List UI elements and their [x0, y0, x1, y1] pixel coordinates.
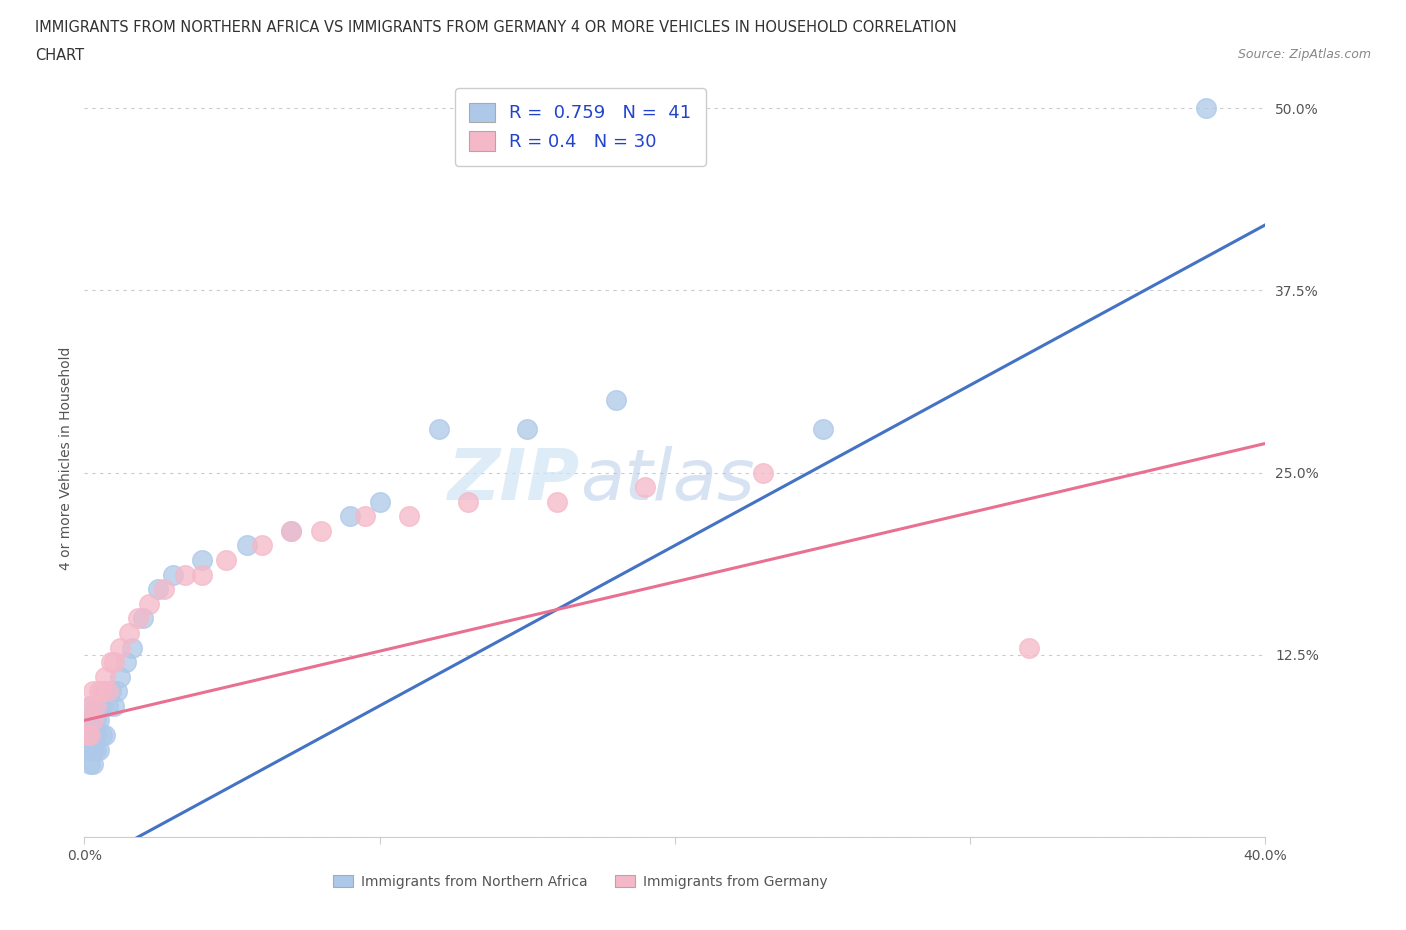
Point — [516, 421, 538, 436]
Point — [1018, 640, 1040, 655]
Point — [87, 742, 111, 757]
Point — [79, 742, 101, 757]
Point — [132, 611, 155, 626]
Point — [191, 552, 214, 567]
Point — [309, 524, 332, 538]
Point — [84, 742, 107, 757]
Point — [103, 698, 125, 713]
Point — [427, 421, 450, 436]
Point — [91, 684, 114, 698]
Point — [76, 727, 98, 742]
Point — [108, 670, 131, 684]
Point — [76, 713, 98, 728]
Point — [162, 567, 184, 582]
Text: Source: ZipAtlas.com: Source: ZipAtlas.com — [1237, 48, 1371, 61]
Point — [82, 742, 104, 757]
Point — [100, 684, 122, 698]
Point — [84, 727, 107, 742]
Point — [173, 567, 195, 582]
Point — [354, 509, 377, 524]
Point — [546, 495, 568, 510]
Point — [153, 582, 176, 597]
Point — [811, 421, 834, 436]
Point — [79, 727, 101, 742]
Point — [339, 509, 361, 524]
Point — [121, 640, 143, 655]
Point — [368, 495, 391, 510]
Point — [79, 698, 101, 713]
Text: atlas: atlas — [581, 446, 755, 515]
Point — [94, 727, 117, 742]
Point — [280, 524, 302, 538]
Point — [79, 727, 101, 742]
Point — [457, 495, 479, 510]
Point — [84, 713, 107, 728]
Point — [91, 698, 114, 713]
Point — [148, 582, 170, 597]
Point — [82, 684, 104, 698]
Point — [87, 713, 111, 728]
Point — [398, 509, 420, 524]
Point — [191, 567, 214, 582]
Point — [94, 684, 117, 698]
Point — [97, 684, 120, 698]
Point — [82, 727, 104, 742]
Point — [1195, 100, 1218, 115]
Point — [138, 596, 160, 611]
Point — [87, 684, 111, 698]
Point — [127, 611, 149, 626]
Point — [82, 713, 104, 728]
Point — [82, 713, 104, 728]
Y-axis label: 4 or more Vehicles in Household: 4 or more Vehicles in Household — [59, 346, 73, 570]
Point — [79, 698, 101, 713]
Point — [250, 538, 273, 553]
Point — [84, 698, 107, 713]
Point — [91, 727, 114, 742]
Point — [118, 626, 141, 641]
Point — [108, 640, 131, 655]
Point — [76, 727, 98, 742]
Point — [752, 465, 775, 480]
Point — [605, 392, 627, 407]
Text: IMMIGRANTS FROM NORTHERN AFRICA VS IMMIGRANTS FROM GERMANY 4 OR MORE VEHICLES IN: IMMIGRANTS FROM NORTHERN AFRICA VS IMMIG… — [35, 20, 957, 35]
Point — [94, 670, 117, 684]
Point — [215, 552, 238, 567]
Point — [100, 655, 122, 670]
Point — [84, 698, 107, 713]
Text: ZIP: ZIP — [449, 446, 581, 515]
Point — [97, 698, 120, 713]
Point — [76, 742, 98, 757]
Text: CHART: CHART — [35, 48, 84, 63]
Point — [82, 757, 104, 772]
Point — [103, 655, 125, 670]
Point — [235, 538, 259, 553]
Point — [114, 655, 136, 670]
Legend: Immigrants from Northern Africa, Immigrants from Germany: Immigrants from Northern Africa, Immigra… — [328, 870, 834, 895]
Point — [634, 480, 657, 495]
Point — [105, 684, 128, 698]
Point — [79, 757, 101, 772]
Point — [280, 524, 302, 538]
